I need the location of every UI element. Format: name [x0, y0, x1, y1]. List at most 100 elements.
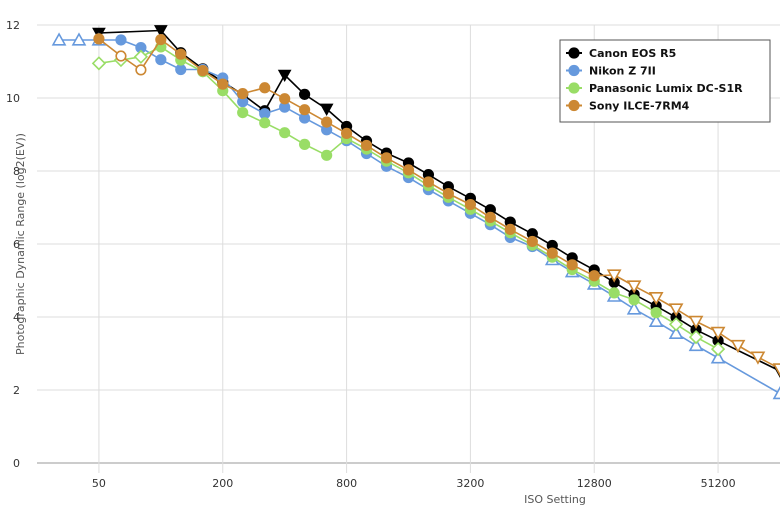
legend-label: Canon EOS R5: [589, 47, 676, 60]
data-point: [380, 152, 393, 164]
data-point: [688, 329, 704, 345]
legend-label: Panasonic Lumix DC-S1R: [589, 82, 743, 95]
data-point: [298, 138, 311, 150]
y-tick-label: 10: [6, 92, 20, 105]
series-lines: [51, 25, 780, 400]
data-point: [360, 139, 373, 152]
data-point: [464, 198, 477, 211]
data-point: [690, 324, 702, 336]
x-tick-label: 51200: [701, 477, 736, 490]
legend-label: Sony ILCE-7RM4: [589, 100, 690, 113]
data-point: [237, 96, 249, 108]
data-point: [133, 49, 149, 64]
data-point: [277, 69, 292, 83]
legend-swatch-marker: [568, 82, 580, 94]
data-point: [628, 294, 640, 306]
data-point: [319, 103, 334, 116]
legend-swatch-marker: [568, 47, 580, 59]
data-point: [650, 307, 662, 319]
data-point: [730, 339, 746, 354]
data-point: [546, 239, 558, 252]
data-point: [484, 211, 496, 223]
legend-item[interactable]: Canon EOS R5: [566, 47, 676, 60]
data-point: [668, 325, 684, 340]
data-point: [546, 247, 558, 259]
legend-swatch-marker: [568, 99, 580, 112]
data-point: [772, 386, 780, 400]
data-point: [51, 32, 67, 46]
data-point: [566, 259, 578, 271]
legend-item[interactable]: Panasonic Lumix DC-S1R: [566, 82, 743, 95]
data-point: [298, 104, 311, 116]
data-point: [606, 269, 622, 283]
data-point: [526, 235, 538, 248]
data-point: [526, 228, 538, 240]
data-point: [442, 188, 454, 200]
data-point: [321, 116, 333, 128]
data-point: [504, 223, 516, 235]
legend-box: [559, 39, 771, 123]
y-tick-label: 12: [6, 19, 20, 32]
data-point: [688, 315, 704, 330]
data-point: [484, 204, 496, 216]
series-line: [98, 38, 780, 370]
y-tick-label: 8: [13, 165, 20, 178]
data-point: [259, 117, 271, 129]
y-tick-label: 2: [13, 384, 20, 397]
data-point: [115, 34, 127, 46]
data-point: [115, 50, 127, 62]
data-point: [710, 341, 726, 357]
data-point: [279, 101, 291, 113]
data-point: [340, 127, 353, 140]
data-point: [298, 112, 311, 124]
data-point: [422, 176, 435, 188]
x-tick-label: 50: [92, 477, 106, 490]
data-point: [155, 34, 167, 46]
x-tick-label: 12800: [577, 477, 612, 490]
data-point: [237, 88, 249, 100]
data-point: [259, 108, 271, 120]
data-point: [91, 56, 107, 71]
data-point: [668, 303, 684, 317]
data-point: [668, 317, 684, 332]
series-sony-ilce-7rm4: [93, 33, 780, 377]
x-tick-label: 800: [336, 477, 357, 490]
data-point: [712, 335, 724, 347]
axes: 0 2 4 6 8 10 12 50 200 800 3200 12800 51200: [6, 19, 736, 490]
data-point: [175, 63, 187, 76]
data-point: [279, 127, 291, 139]
data-point: [217, 78, 229, 90]
data-point: [626, 301, 642, 315]
data-point: [155, 54, 167, 66]
data-point: [710, 350, 726, 364]
data-point: [237, 107, 249, 119]
data-point: [135, 64, 147, 76]
data-point: [648, 313, 664, 327]
data-point: [321, 149, 333, 161]
legend-label: Nikon Z 7II: [589, 65, 656, 78]
data-point: [93, 33, 105, 45]
legend-item[interactable]: Nikon Z 7II: [566, 65, 656, 78]
data-point: [626, 280, 642, 294]
data-point: [71, 32, 87, 46]
data-point: [259, 82, 271, 94]
data-point: [688, 337, 704, 352]
x-tick-label: 200: [212, 477, 233, 490]
data-point: [279, 93, 291, 105]
data-point: [402, 164, 415, 176]
data-point: [608, 287, 620, 299]
data-point: [197, 65, 209, 77]
data-point: [750, 351, 766, 365]
y-axis-title: Photographic Dynamic Range (log2(EV)): [14, 133, 27, 355]
data-point: [135, 42, 147, 54]
legend-item[interactable]: Sony ILCE-7RM4: [566, 100, 690, 113]
y-tick-label: 6: [13, 238, 20, 251]
y-tick-label: 4: [13, 311, 20, 324]
legend-swatch-marker: [568, 64, 580, 77]
data-point: [710, 326, 726, 340]
legend[interactable]: Canon EOS R5 Nikon Z 7II Panasonic Lumix D…: [559, 39, 771, 123]
data-point: [772, 363, 780, 377]
data-point: [153, 25, 168, 38]
